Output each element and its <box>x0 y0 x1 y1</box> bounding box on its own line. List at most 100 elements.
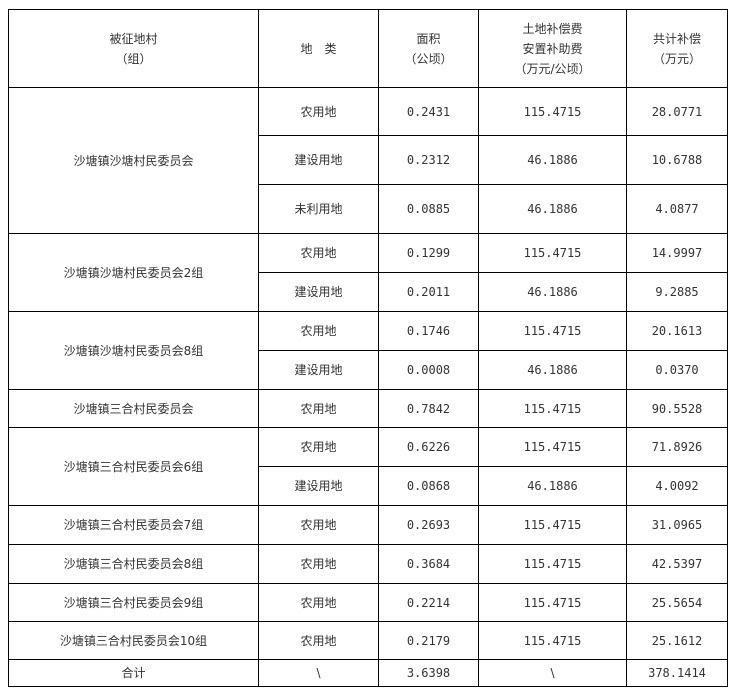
header-rate: 土地补偿费安置补助费 （万元/公顷） <box>478 9 627 88</box>
table-row: 建设用地 0.0008 46.1886 0.0370 <box>9 350 728 390</box>
total-cell: 25.5654 <box>626 583 728 622</box>
summary-label: 合计 <box>8 659 259 687</box>
total-cell: 4.0877 <box>626 184 728 234</box>
rate-cell: 115.4715 <box>478 621 627 660</box>
summary-area: 3.6398 <box>378 659 479 687</box>
table-row: 沙塘镇沙塘村民委员会8组 农用地 0.1746 115.4715 20.1613 <box>8 311 728 390</box>
area-cell: 0.2693 <box>378 505 479 545</box>
header-row: 被征地村 （组） 地 类 面积 （公顷） 土地补偿费安置补助费 （万元/公顷） 共计补偿 （万元… <box>8 9 728 88</box>
header-total: 共计补偿 （万元） <box>626 9 728 88</box>
area-cell: 0.6226 <box>378 427 479 467</box>
header-village: 被征地村 （组） <box>8 9 259 88</box>
land-type-cell: 农用地 <box>258 427 379 467</box>
total-cell: 4.0092 <box>626 466 728 506</box>
table-row: 建设用地 0.0868 46.1886 4.0092 <box>9 466 728 506</box>
table-row: 沙塘镇三合村民委员会6组 农用地 0.6226 115.4715 71.8926 <box>8 427 728 506</box>
area-cell: 0.2214 <box>378 583 479 622</box>
land-type-cell: 农用地 <box>258 505 379 545</box>
table-row: 沙塘镇三合村民委员会7组 农用地 0.2693 115.4715 31.0965 <box>8 505 728 545</box>
land-type-cell: 未利用地 <box>258 184 379 234</box>
header-line: 面积 <box>416 31 441 46</box>
total-cell: 20.1613 <box>626 311 728 351</box>
header-line: （组） <box>115 51 152 66</box>
header-line: 被征地村 <box>109 31 158 46</box>
header-line: 土地补偿费 <box>522 21 583 36</box>
land-type-cell: 农用地 <box>258 389 379 428</box>
area-cell: 0.2179 <box>378 621 479 660</box>
land-type-cell: 农用地 <box>258 544 379 584</box>
header-line: 安置补助费 <box>522 41 583 56</box>
area-cell: 0.7842 <box>378 389 479 428</box>
area-cell: 0.2011 <box>378 272 479 312</box>
area-cell: 0.0868 <box>378 466 479 506</box>
total-cell: 71.8926 <box>626 427 728 467</box>
rate-cell: 115.4715 <box>478 505 627 545</box>
land-type-cell: 建设用地 <box>258 466 379 506</box>
land-type-cell: 农用地 <box>258 233 379 273</box>
rate-cell: 115.4715 <box>478 233 627 273</box>
rate-cell: 46.1886 <box>478 466 627 506</box>
total-cell: 25.1612 <box>626 621 728 660</box>
summary-type: \ <box>258 659 379 687</box>
header-line: 共计补偿 <box>652 31 701 46</box>
header-line: （公顷） <box>404 51 453 66</box>
area-cell: 0.1299 <box>378 233 479 273</box>
land-type-cell: 农用地 <box>258 583 379 622</box>
total-cell: 10.6788 <box>626 135 728 185</box>
compensation-table: 被征地村 （组） 地 类 面积 （公顷） 土地补偿费安置补助费 （万元/公顷） 共计补偿 （万元… <box>8 9 728 687</box>
rate-cell: 115.4715 <box>478 87 627 136</box>
land-type-cell: 建设用地 <box>258 135 379 185</box>
rate-cell: 46.1886 <box>478 350 627 390</box>
land-type-cell: 农用地 <box>258 87 379 136</box>
table-row: 建设用地 0.2011 46.1886 9.2885 <box>9 272 728 312</box>
total-cell: 42.5397 <box>626 544 728 584</box>
total-cell: 14.9997 <box>626 233 728 273</box>
rate-cell: 46.1886 <box>478 135 627 185</box>
land-type-cell: 农用地 <box>258 621 379 660</box>
table-row: 沙塘镇三合村民委员会10组 农用地 0.2179 115.4715 25.1612 <box>8 621 728 660</box>
total-cell: 9.2885 <box>626 272 728 312</box>
table-row: 未利用地 0.0885 46.1886 4.0877 <box>9 184 728 234</box>
area-cell: 0.0885 <box>378 184 479 234</box>
header-area: 面积 （公顷） <box>378 9 479 88</box>
rate-cell: 115.4715 <box>478 544 627 584</box>
village-cell: 沙塘镇三合村民委员会8组 <box>8 544 259 584</box>
table-row: 沙塘镇沙塘村民委员会2组 农用地 0.1299 115.4715 14.9997 <box>8 233 728 312</box>
land-type-cell: 建设用地 <box>258 272 379 312</box>
header-line: （万元） <box>652 51 701 66</box>
table-row: 沙塘镇三合村民委员会9组 农用地 0.2214 115.4715 25.5654 <box>8 583 728 622</box>
rate-cell: 46.1886 <box>478 272 627 312</box>
rate-cell: 115.4715 <box>478 311 627 351</box>
village-cell: 沙塘镇三合村民委员会 <box>8 389 259 428</box>
land-type-cell: 建设用地 <box>258 350 379 390</box>
village-cell: 沙塘镇三合村民委员会10组 <box>8 621 259 660</box>
total-cell: 0.0370 <box>626 350 728 390</box>
village-cell: 沙塘镇沙塘村民委员会8组 <box>8 311 259 390</box>
village-cell: 沙塘镇沙塘村民委员会2组 <box>8 233 259 312</box>
table-row: 沙塘镇三合村民委员会8组 农用地 0.3684 115.4715 42.5397 <box>8 544 728 584</box>
area-cell: 0.2431 <box>378 87 479 136</box>
area-cell: 0.0008 <box>378 350 479 390</box>
area-cell: 0.3684 <box>378 544 479 584</box>
header-land-type: 地 类 <box>258 9 379 88</box>
table-row: 沙塘镇沙塘村民委员会 农用地 0.2431 115.4715 28.0771 <box>8 87 728 234</box>
header-line: 地 类 <box>300 41 337 56</box>
summary-total: 378.1414 <box>626 659 728 687</box>
rate-cell: 115.4715 <box>478 389 627 428</box>
header-line: （万元/公顷） <box>514 61 591 76</box>
village-cell: 沙塘镇三合村民委员会6组 <box>8 427 259 506</box>
table-row: 沙塘镇三合村民委员会 农用地 0.7842 115.4715 90.5528 <box>8 389 728 428</box>
rate-cell: 115.4715 <box>478 427 627 467</box>
rate-cell: 46.1886 <box>478 184 627 234</box>
village-cell: 沙塘镇三合村民委员会9组 <box>8 583 259 622</box>
total-cell: 90.5528 <box>626 389 728 428</box>
area-cell: 0.1746 <box>378 311 479 351</box>
total-cell: 31.0965 <box>626 505 728 545</box>
summary-row: 合计 \ 3.6398 \ 378.1414 <box>8 659 728 687</box>
land-type-cell: 农用地 <box>258 311 379 351</box>
rate-cell: 115.4715 <box>478 583 627 622</box>
summary-rate: \ <box>478 659 627 687</box>
table-row: 建设用地 0.2312 46.1886 10.6788 <box>9 135 728 185</box>
area-cell: 0.2312 <box>378 135 479 185</box>
village-cell: 沙塘镇三合村民委员会7组 <box>8 505 259 545</box>
